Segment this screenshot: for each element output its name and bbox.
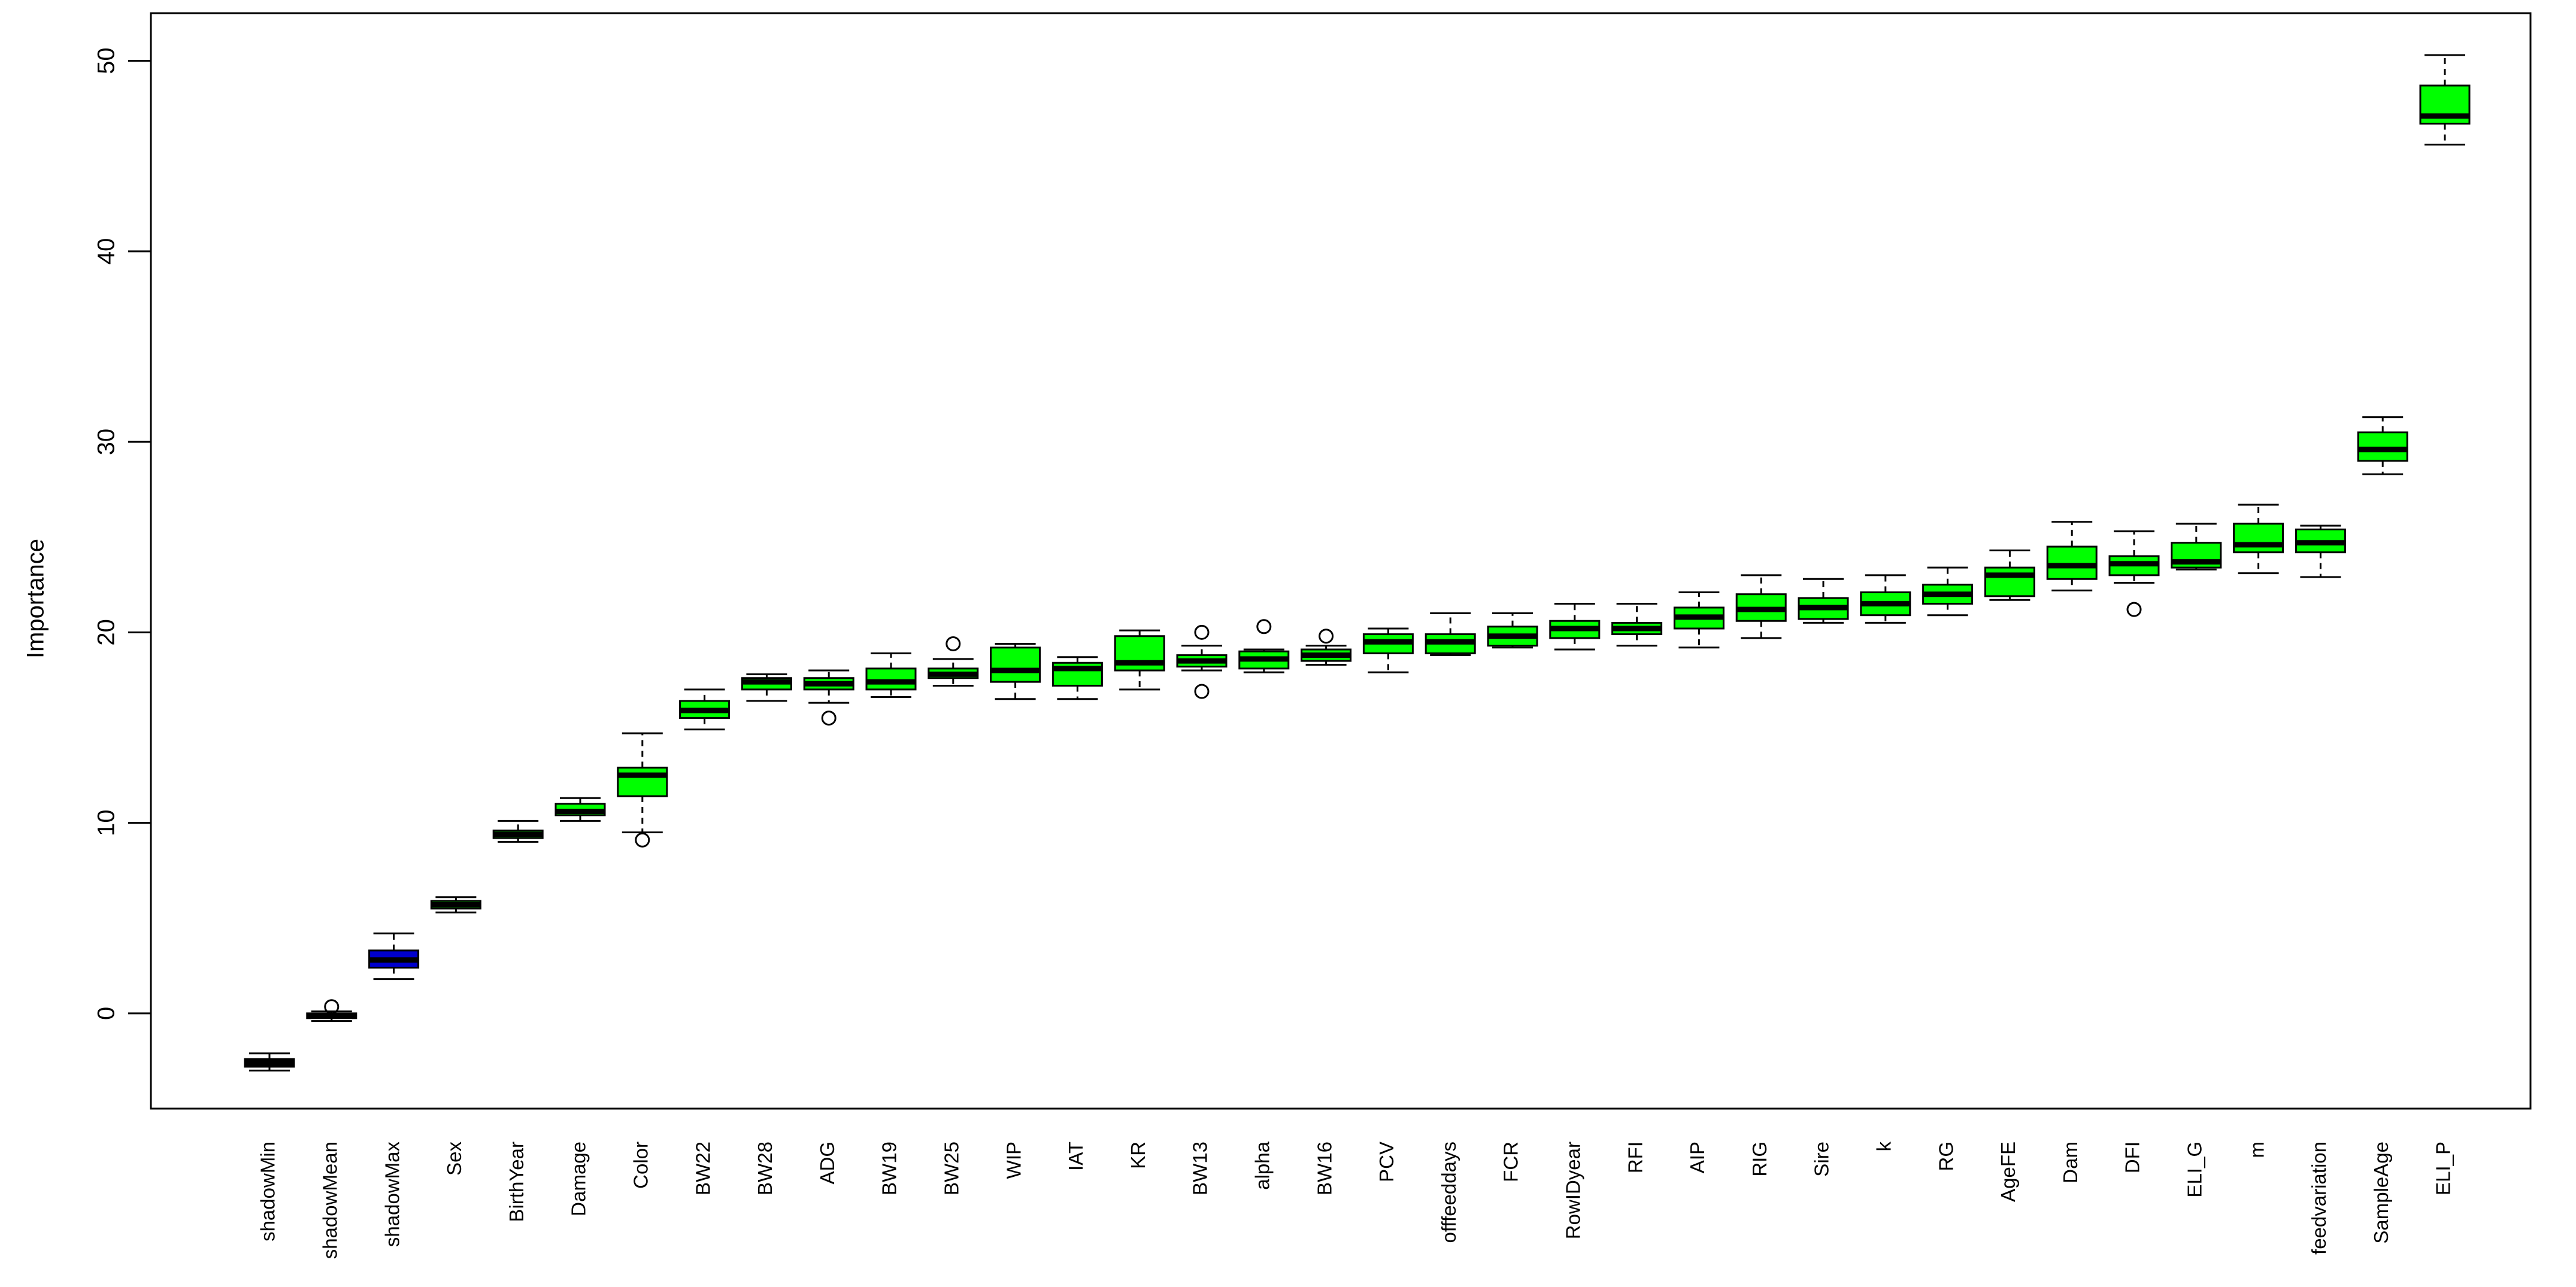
- x-tick-label: RowIDyear: [1562, 1142, 1584, 1239]
- x-tick-label: DFI: [2122, 1142, 2144, 1173]
- x-tick-label: FCR: [1500, 1142, 1522, 1182]
- x-tick-label: AIP: [1686, 1142, 1708, 1173]
- box: [2357, 431, 2408, 462]
- outlier: [2126, 602, 2142, 617]
- box: [990, 646, 1041, 683]
- x-tick-label: RG: [1935, 1142, 1957, 1171]
- x-tick-label: WIP: [1002, 1142, 1025, 1179]
- x-tick-label: alpha: [1251, 1141, 1274, 1189]
- x-tick-label: ELI_P: [2432, 1142, 2454, 1195]
- x-tick-label: shadowMin: [257, 1142, 279, 1242]
- x-tick-label: ADG: [816, 1142, 838, 1185]
- plot-frame: [150, 12, 2532, 1110]
- y-tick-label: 40: [93, 238, 120, 265]
- x-tick-label: shadowMean: [319, 1142, 341, 1259]
- outlier: [1319, 629, 1334, 644]
- box: [2046, 545, 2098, 580]
- outlier: [945, 636, 961, 651]
- y-tick-label: 50: [93, 47, 120, 74]
- x-tick-label: BW13: [1189, 1142, 1211, 1195]
- box: [865, 667, 917, 691]
- x-tick-label: RIG: [1748, 1142, 1771, 1177]
- outlier: [635, 832, 650, 848]
- y-tick-label: 30: [93, 429, 120, 456]
- box: [617, 766, 668, 797]
- box: [1984, 566, 2035, 597]
- y-axis-label: Importance: [23, 539, 49, 658]
- x-tick-label: SampleAge: [2370, 1142, 2392, 1244]
- x-tick-label: feedvariation: [2308, 1142, 2330, 1255]
- x-tick-label: shadowMax: [381, 1142, 403, 1247]
- outlier: [1256, 619, 1272, 635]
- y-tick-label: 20: [93, 619, 120, 646]
- x-tick-label: BirthYear: [505, 1142, 528, 1222]
- outlier: [821, 711, 837, 726]
- x-tick-label: offfeeddays: [1438, 1142, 1460, 1243]
- x-tick-label: k: [1873, 1142, 1895, 1152]
- x-tick-label: AgeFE: [1997, 1142, 2019, 1202]
- y-tick-label: 10: [93, 809, 120, 836]
- x-tick-label: RFI: [1624, 1142, 1646, 1173]
- x-tick-label: Damage: [568, 1142, 590, 1216]
- x-tick-label: BW28: [754, 1142, 776, 1195]
- y-tick-label: 0: [93, 1007, 120, 1020]
- x-tick-label: Sire: [1811, 1142, 1833, 1177]
- outlier: [324, 999, 340, 1015]
- x-tick-label: KR: [1127, 1142, 1149, 1169]
- x-tick-label: Color: [630, 1142, 652, 1189]
- x-tick-label: BW16: [1313, 1142, 1335, 1195]
- x-tick-label: PCV: [1375, 1142, 1398, 1182]
- x-tick-label: BW22: [692, 1142, 714, 1195]
- x-tick-label: BW19: [878, 1142, 901, 1195]
- x-tick-label: ELI_G: [2184, 1142, 2206, 1198]
- x-tick-label: BW25: [941, 1142, 963, 1195]
- x-tick-label: IAT: [1065, 1142, 1087, 1171]
- outlier: [1194, 684, 1210, 699]
- x-tick-label: Sex: [443, 1142, 465, 1176]
- outlier: [1194, 624, 1210, 640]
- x-tick-label: m: [2245, 1142, 2268, 1158]
- x-tick-label: Dam: [2059, 1142, 2081, 1183]
- box: [2233, 523, 2284, 554]
